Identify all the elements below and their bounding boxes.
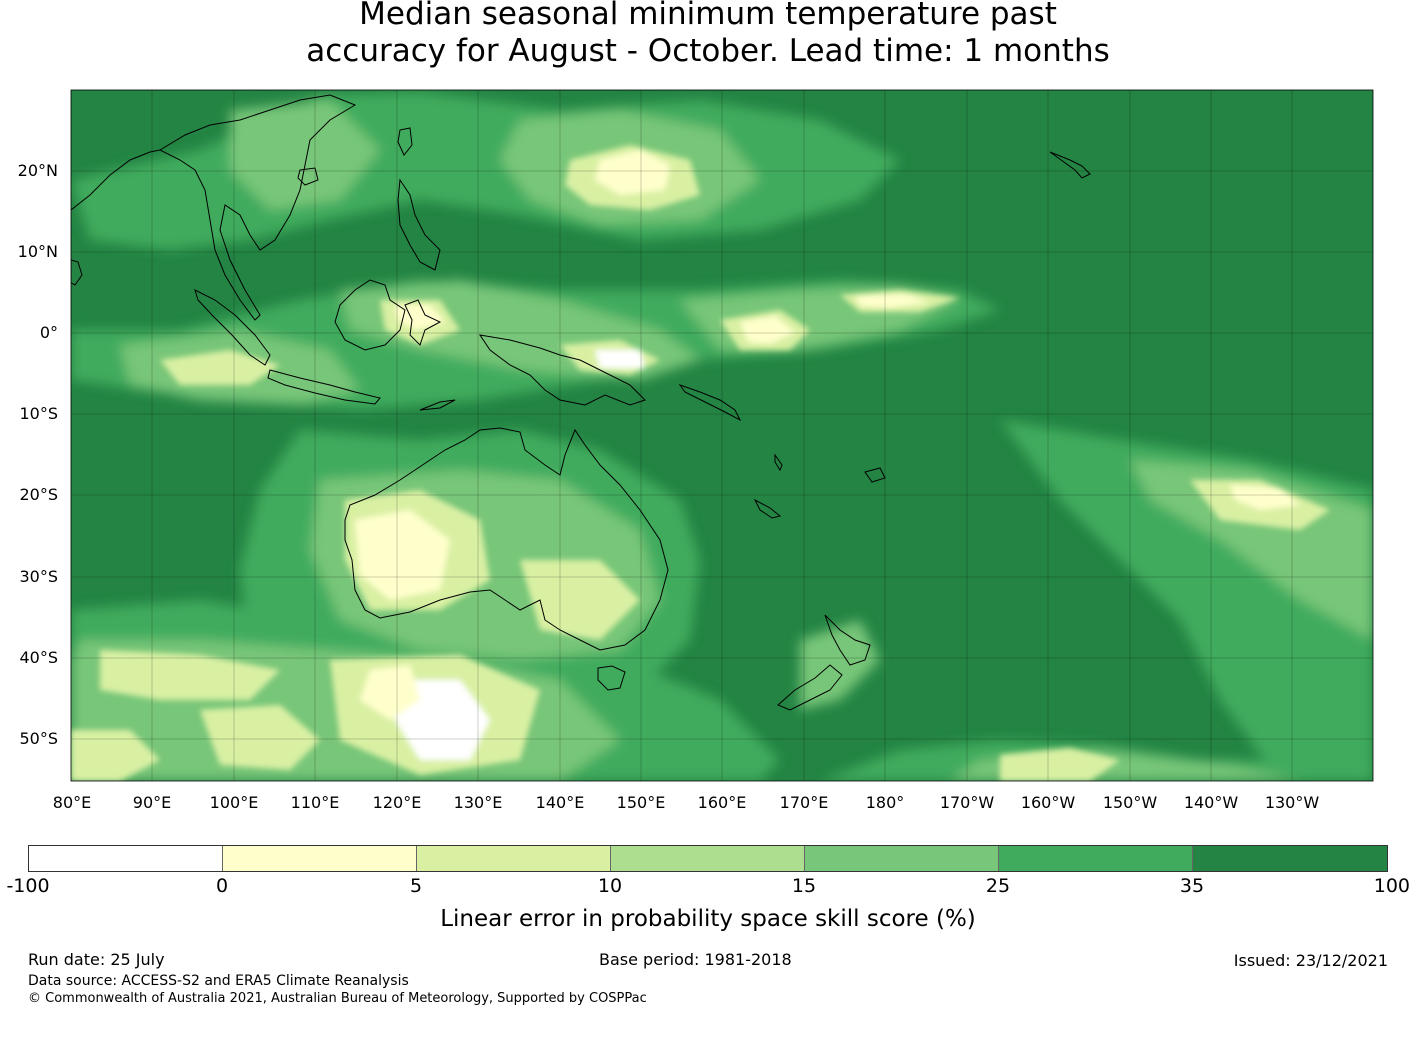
run-date: Run date: 25 July <box>28 950 165 969</box>
patch-pale-south-east <box>1000 748 1120 781</box>
issued-date: Issued: 23/12/2021 <box>1233 951 1388 970</box>
lon-label-150e: 150°E <box>616 793 666 812</box>
coast-hainan <box>297 167 319 186</box>
colorbar-tick-15: 15 <box>791 875 817 897</box>
lon-label-100e: 100°E <box>209 793 259 812</box>
map-frame <box>70 89 1374 782</box>
patch-pale-indian <box>160 350 280 385</box>
colorbar-tick-neg100: -100 <box>6 875 50 897</box>
patch-white-png <box>595 350 645 368</box>
colorbar-tick-100: 100 <box>1373 875 1410 897</box>
patch-yellow-north <box>595 150 670 195</box>
coast-new-caledonia <box>753 498 782 519</box>
lon-label-180: 180° <box>865 793 905 812</box>
colorbar-tick-0: 0 <box>215 875 229 897</box>
coast-india-east <box>71 149 161 211</box>
coast-new-zealand-south <box>777 664 843 711</box>
chart-title-line-1: Median seasonal minimum temperature past <box>359 0 1057 32</box>
patch-pale-aus-south <box>520 560 640 640</box>
colorbar-segment-25-35 <box>999 846 1193 871</box>
coast-fiji <box>864 467 886 483</box>
coast-australia <box>344 427 669 651</box>
patch-yellow-eq-pacific <box>740 316 795 344</box>
coast-new-zealand-north <box>824 614 871 666</box>
lat-label-20s: 20°S <box>19 485 58 504</box>
coast-solomons <box>678 384 742 422</box>
base-period: Base period: 1981-2018 <box>599 950 792 969</box>
chart-title-line-2: accuracy for August - October. Lead time… <box>306 33 1110 69</box>
patch-pale-sw-mid <box>200 705 320 770</box>
skill-patches-fine <box>71 145 1330 781</box>
coast-philippines <box>397 178 441 271</box>
coast-vanuatu <box>774 453 783 472</box>
lon-label-130w: 130°W <box>1264 793 1320 812</box>
coast-sumatra <box>194 289 271 366</box>
gridlines <box>71 90 1373 781</box>
colorbar-segment-35-100 <box>1193 846 1387 871</box>
coast-java <box>267 369 381 405</box>
coast-sri-lanka <box>71 259 83 286</box>
colorbar-segment-neg100-0 <box>29 846 223 871</box>
patch-light-indochina <box>230 100 380 210</box>
lon-label-140e: 140°E <box>535 793 585 812</box>
colorbar <box>28 845 1388 872</box>
lat-label-0: 0° <box>39 323 58 342</box>
coast-borneo <box>334 279 406 351</box>
lon-label-140w: 140°W <box>1183 793 1239 812</box>
patch-pale-southern <box>100 650 280 700</box>
coast-timor <box>419 399 456 411</box>
coastlines <box>71 94 1091 711</box>
patch-pale-far-sw <box>71 730 160 781</box>
lat-label-20n: 20°N <box>17 161 58 180</box>
lon-label-150w: 150°W <box>1102 793 1158 812</box>
colorbar-segment-10-15 <box>611 846 805 871</box>
colorbar-segment-15-25 <box>805 846 999 871</box>
coast-taiwan <box>397 127 413 156</box>
lat-label-10n: 10°N <box>17 242 58 261</box>
coast-tasmania <box>597 665 626 691</box>
coast-indochina <box>158 94 357 321</box>
lat-label-40s: 40°S <box>19 648 58 667</box>
patch-light-nz <box>800 620 880 710</box>
patch-yellow-eq-east <box>855 294 930 308</box>
patch-yellow-south-centre <box>360 665 420 720</box>
lon-label-80e: 80°E <box>52 793 92 812</box>
coast-sulawesi <box>404 299 442 346</box>
colorbar-segment-0-5 <box>223 846 417 871</box>
colorbar-label: Linear error in probability space skill … <box>440 906 976 932</box>
lat-label-10s: 10°S <box>19 404 58 423</box>
lon-label-90e: 90°E <box>132 793 172 812</box>
colorbar-tick-25: 25 <box>985 875 1011 897</box>
lon-label-170w: 170°W <box>939 793 995 812</box>
lat-label-30s: 30°S <box>19 567 58 586</box>
copyright: © Commonwealth of Australia 2021, Austra… <box>28 991 647 1006</box>
colorbar-tick-10: 10 <box>597 875 623 897</box>
coast-new-guinea <box>478 334 646 406</box>
data-source: Data source: ACCESS-S2 and ERA5 Climate … <box>28 973 409 989</box>
patch-yellow-se <box>1230 485 1300 510</box>
lon-label-130e: 130°E <box>453 793 503 812</box>
lon-label-110e: 110°E <box>290 793 340 812</box>
lon-label-120e: 120°E <box>372 793 422 812</box>
lon-label-160w: 160°W <box>1020 793 1076 812</box>
colorbar-tick-35: 35 <box>1179 875 1205 897</box>
colorbar-segment-5-10 <box>417 846 611 871</box>
lon-label-160e: 160°E <box>697 793 747 812</box>
lat-label-50s: 50°S <box>19 729 58 748</box>
coast-hawaii <box>1049 151 1091 179</box>
lon-label-170e: 170°E <box>779 793 829 812</box>
colorbar-tick-5: 5 <box>409 875 423 897</box>
patch-yellow-aus-west <box>355 510 450 600</box>
